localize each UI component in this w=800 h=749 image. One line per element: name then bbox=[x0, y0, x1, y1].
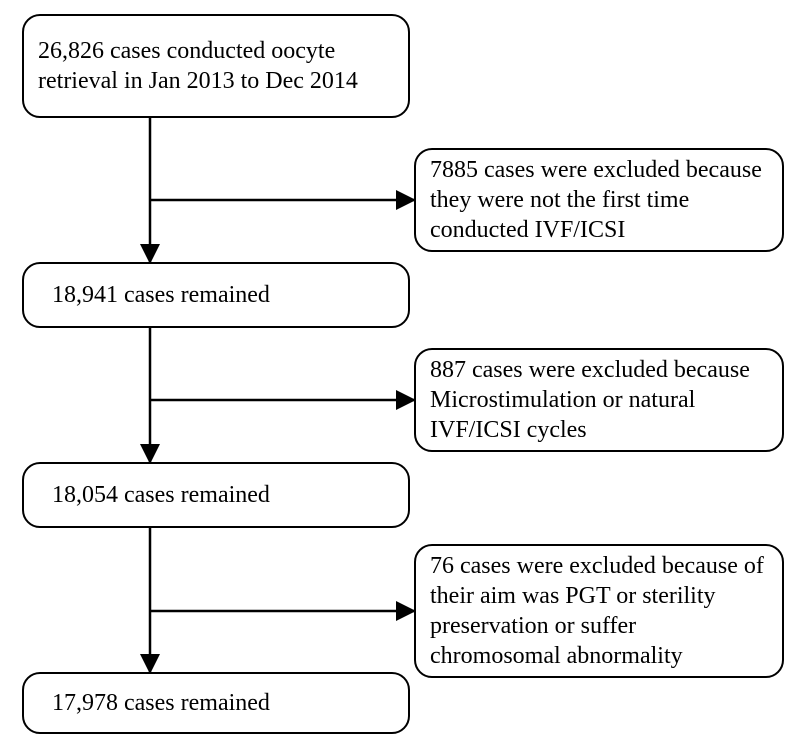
flowchart-canvas: 26,826 cases conducted oocyte retrieval … bbox=[0, 0, 800, 749]
node-excl1: 7885 cases were excluded because they we… bbox=[414, 148, 784, 252]
node-start: 26,826 cases conducted oocyte retrieval … bbox=[22, 14, 410, 118]
node-remain1: 18,941 cases remained bbox=[22, 262, 410, 328]
node-excl1-text: 7885 cases were excluded because they we… bbox=[430, 155, 768, 245]
node-remain3: 17,978 cases remained bbox=[22, 672, 410, 734]
node-excl2: 887 cases were excluded because Microsti… bbox=[414, 348, 784, 452]
node-excl3-text: 76 cases were excluded because of their … bbox=[430, 551, 768, 671]
node-remain3-text: 17,978 cases remained bbox=[52, 688, 270, 718]
node-excl2-text: 887 cases were excluded because Microsti… bbox=[430, 355, 768, 445]
node-remain1-text: 18,941 cases remained bbox=[52, 280, 270, 310]
node-excl3: 76 cases were excluded because of their … bbox=[414, 544, 784, 678]
node-start-text: 26,826 cases conducted oocyte retrieval … bbox=[38, 36, 394, 96]
node-remain2-text: 18,054 cases remained bbox=[52, 480, 270, 510]
node-remain2: 18,054 cases remained bbox=[22, 462, 410, 528]
